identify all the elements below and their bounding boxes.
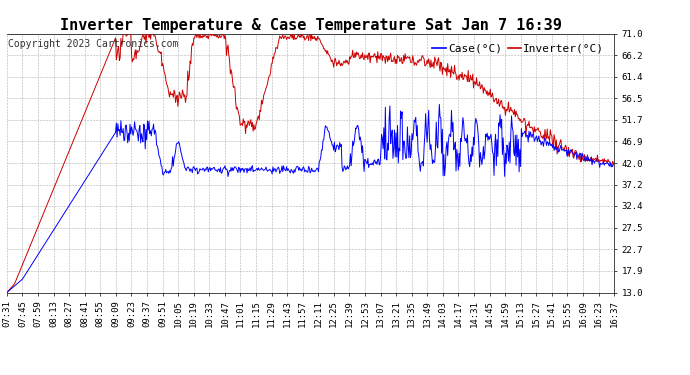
Text: Copyright 2023 Cartronics.com: Copyright 2023 Cartronics.com <box>8 39 179 49</box>
Legend: Case(°C), Inverter(°C): Case(°C), Inverter(°C) <box>428 39 609 58</box>
Title: Inverter Temperature & Case Temperature Sat Jan 7 16:39: Inverter Temperature & Case Temperature … <box>59 18 562 33</box>
